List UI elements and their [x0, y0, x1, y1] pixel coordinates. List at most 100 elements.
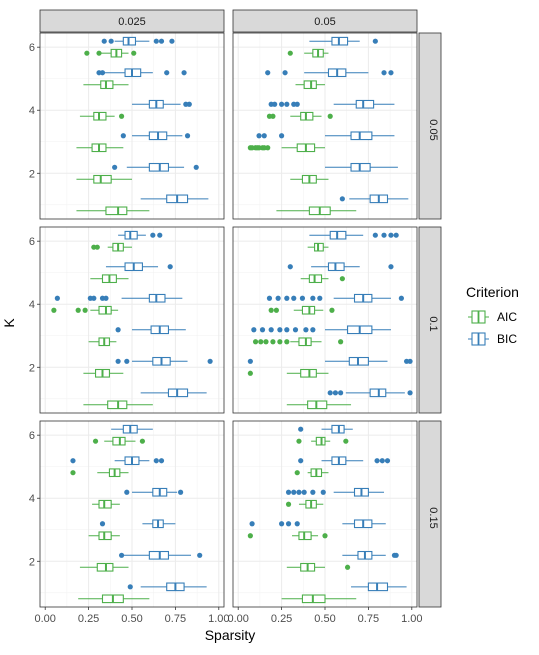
boxplot-bic	[256, 131, 395, 141]
outlier-point	[207, 358, 213, 364]
outlier-point	[153, 458, 159, 464]
boxplot-aic	[247, 531, 328, 541]
outlier-point	[343, 438, 349, 444]
x-tick-label: 0.50	[121, 613, 142, 625]
outlier-point	[99, 70, 106, 76]
boxplot-aic	[88, 337, 117, 347]
panel-border	[232, 32, 418, 220]
boxplot-aic	[88, 531, 120, 541]
outlier-point	[344, 564, 351, 570]
box	[105, 206, 128, 216]
outlier-point	[275, 295, 281, 301]
outlier-point	[272, 101, 278, 107]
outlier-point	[252, 339, 259, 345]
y-tick-label: 2	[29, 362, 35, 374]
outlier-point	[118, 552, 125, 558]
outlier-point	[263, 339, 269, 345]
outlier-point	[284, 327, 290, 333]
outlier-point	[317, 295, 323, 301]
outlier-point	[327, 113, 333, 119]
boxplot-aic	[300, 274, 345, 284]
outlier-point	[158, 38, 165, 44]
outlier-point	[266, 295, 273, 301]
outlier-point	[247, 370, 253, 376]
outlier-point	[372, 232, 378, 238]
y-tick-label: 4	[29, 299, 35, 311]
outlier-point	[277, 327, 283, 333]
outlier-point	[303, 327, 309, 333]
outlier-point	[294, 101, 300, 107]
outlier-point	[268, 307, 274, 313]
row-strip-label: 0.15	[427, 507, 439, 528]
x-tick-label: 0.00	[34, 613, 55, 625]
outlier-point	[124, 358, 130, 364]
boxplot-bic	[115, 356, 213, 366]
x-tick-label: 1.00	[208, 613, 229, 625]
legend-key-aic	[468, 310, 489, 324]
outlier-point	[384, 458, 391, 464]
boxplot-aic	[76, 206, 150, 216]
boxplot-bic	[287, 262, 394, 272]
outlier-point	[287, 50, 293, 56]
outlier-point	[261, 133, 267, 139]
boxplot-aic	[247, 143, 325, 153]
outlier-point	[292, 327, 299, 333]
outlier-point	[115, 358, 121, 364]
outlier-point	[320, 489, 326, 495]
outlier-point	[339, 276, 345, 282]
outlier-point	[291, 295, 297, 301]
outlier-point	[115, 327, 121, 333]
boxplot-aic	[252, 337, 344, 347]
outlier-point	[291, 489, 297, 495]
boxplot-bic	[140, 194, 209, 204]
outlier-point	[393, 552, 399, 558]
outlier-point	[169, 38, 175, 44]
boxplot-bic	[101, 36, 175, 46]
boxplot-bic	[249, 519, 386, 529]
boxplot-aic	[307, 242, 329, 252]
y-axis-title: K	[1, 318, 17, 328]
column-strip	[232, 9, 418, 33]
boxplot-aic	[92, 499, 120, 509]
outlier-point	[374, 458, 380, 464]
outlier-point	[338, 390, 344, 396]
outlier-point	[398, 295, 404, 301]
outlier-point	[287, 264, 293, 270]
boxplot-aic	[286, 562, 351, 572]
outlier-point	[157, 232, 163, 238]
column-strip-label: 0.05	[314, 16, 335, 28]
outlier-point	[153, 38, 159, 44]
outlier-point	[96, 50, 102, 56]
boxplot-aic	[78, 594, 150, 604]
boxplot-bic	[247, 356, 413, 366]
boxplot-bic	[132, 99, 192, 109]
boxplot-bic	[339, 194, 409, 204]
outlier-point	[108, 38, 114, 44]
boxplot-bic	[112, 162, 199, 172]
outlier-point	[127, 584, 133, 590]
boxplot-bic	[99, 519, 176, 529]
boxplot-bic	[251, 325, 391, 335]
outlier-point	[91, 295, 97, 301]
boxplot-bic	[54, 293, 183, 303]
boxplot-bic	[105, 262, 173, 272]
outlier-point	[388, 70, 394, 76]
outlier-point	[338, 339, 344, 345]
x-tick-label: 0.75	[358, 613, 379, 625]
outlier-point	[279, 133, 285, 139]
outlier-point	[101, 38, 107, 44]
x-tick-label: 1.00	[401, 613, 422, 625]
boxplot-bic	[265, 68, 394, 78]
outlier-point	[94, 244, 100, 250]
boxplot-aic	[83, 368, 124, 378]
boxplot-aic	[294, 468, 329, 478]
outlier-point	[261, 145, 267, 151]
outlier-point	[279, 521, 285, 527]
boxplot-bic	[96, 68, 187, 78]
outlier-point	[178, 489, 184, 495]
boxplot-bic	[342, 550, 399, 560]
boxplot-bic	[118, 230, 163, 240]
boxplot-aic	[268, 305, 335, 315]
facet-panel	[232, 32, 418, 220]
boxplot-aic	[286, 400, 352, 410]
